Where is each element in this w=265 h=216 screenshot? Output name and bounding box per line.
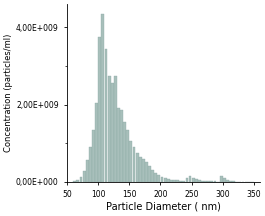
Bar (126, 130, 129, 182)
Y-axis label: Concentration (particles/ml): Concentration (particles/ml) (4, 34, 13, 152)
Bar (86, 160, 89, 182)
Bar (95, 103, 98, 182)
Bar (123, 122, 126, 182)
Bar (229, 181, 232, 182)
Bar (145, 162, 148, 182)
Bar (114, 76, 117, 182)
Bar (136, 153, 139, 182)
Bar (83, 171, 86, 182)
Bar (92, 130, 95, 182)
Bar (161, 177, 164, 182)
Bar (132, 147, 135, 182)
Bar (232, 181, 235, 182)
Bar (154, 173, 157, 182)
Bar (164, 178, 167, 182)
Bar (157, 175, 160, 182)
Bar (117, 108, 120, 182)
Bar (98, 37, 101, 182)
Bar (207, 181, 210, 182)
Bar (195, 179, 198, 182)
Bar (167, 179, 170, 182)
Bar (186, 178, 188, 182)
Bar (108, 76, 111, 182)
Bar (173, 180, 176, 182)
Bar (220, 176, 223, 182)
Bar (204, 181, 207, 182)
X-axis label: Particle Diameter ( nm): Particle Diameter ( nm) (106, 202, 221, 212)
Bar (77, 180, 79, 182)
Bar (170, 179, 173, 182)
Bar (148, 166, 151, 182)
Bar (139, 157, 142, 182)
Bar (151, 170, 154, 182)
Bar (182, 181, 185, 182)
Bar (176, 180, 179, 182)
Bar (198, 180, 201, 182)
Bar (101, 14, 104, 182)
Bar (223, 178, 226, 182)
Bar (104, 49, 107, 182)
Bar (80, 177, 82, 182)
Bar (201, 181, 204, 182)
Bar (192, 178, 195, 182)
Bar (142, 159, 145, 182)
Bar (226, 180, 229, 182)
Bar (214, 181, 217, 182)
Bar (73, 181, 76, 182)
Bar (129, 141, 132, 182)
Bar (111, 83, 114, 182)
Bar (179, 181, 182, 182)
Bar (89, 147, 92, 182)
Bar (210, 181, 213, 182)
Bar (189, 176, 192, 182)
Bar (120, 110, 123, 182)
